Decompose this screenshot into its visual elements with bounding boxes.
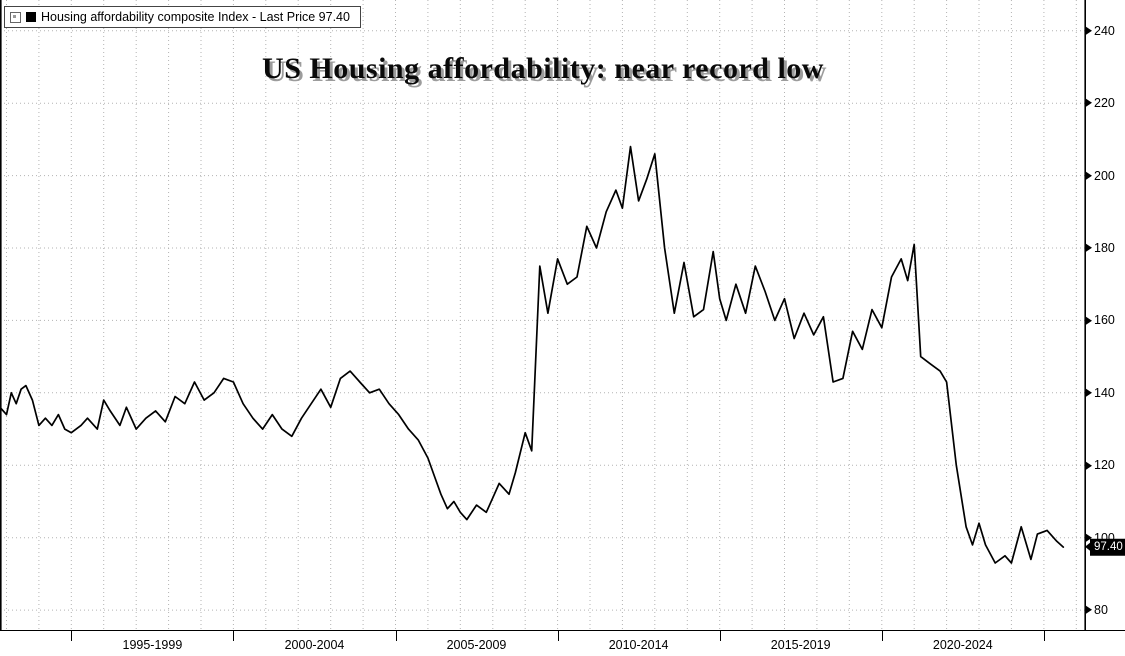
legend-label: Housing affordability composite Index - …	[41, 10, 350, 24]
tick-arrow-icon	[1086, 533, 1092, 542]
x-tick-label: 2010-2014	[608, 638, 669, 652]
tick-arrow-icon	[1086, 244, 1092, 253]
tick-arrow-icon	[1086, 26, 1092, 35]
last-price-badge: 97.40	[1090, 538, 1125, 556]
plot-svg	[0, 0, 1086, 630]
x-tick-label: 2020-2024	[932, 638, 993, 652]
tick-arrow-icon	[1086, 388, 1092, 397]
y-axis: 80 100 120 140 160 180 200 220 240	[1086, 0, 1125, 630]
legend-expand-icon[interactable]	[10, 11, 21, 23]
y-tick-label: 200	[1086, 169, 1115, 182]
legend-series-marker-icon	[26, 12, 36, 22]
y-tick-label: 240	[1086, 25, 1115, 38]
x-axis-tick	[1043, 631, 1045, 641]
series-line	[0, 145, 1065, 564]
x-axis-tick	[881, 631, 883, 641]
y-tick-label: 120	[1086, 459, 1115, 472]
y-tick-label: 80	[1086, 604, 1108, 617]
x-axis-tick	[71, 631, 73, 641]
y-tick-label: 160	[1086, 314, 1115, 327]
tick-arrow-icon	[1086, 171, 1092, 180]
x-tick-label: 2000-2004	[284, 638, 345, 652]
tick-arrow-icon	[1086, 461, 1092, 470]
x-axis-tick	[557, 631, 559, 641]
x-axis: 1995-1999 2000-2004 2005-2009 2010-2014 2015…	[0, 630, 1125, 656]
x-tick-label: 2005-2009	[446, 638, 507, 652]
x-tick-label: 2015-2019	[770, 638, 831, 652]
y-tick-label: 220	[1086, 97, 1115, 110]
x-tick-label: 1995-1999	[122, 638, 183, 652]
tick-arrow-icon	[1086, 606, 1092, 615]
plot-area	[0, 0, 1086, 630]
tick-arrow-icon	[1086, 99, 1092, 108]
x-axis-tick	[719, 631, 721, 641]
legend-box[interactable]: Housing affordability composite Index - …	[4, 6, 361, 28]
x-axis-tick	[395, 631, 397, 641]
y-tick-label: 140	[1086, 387, 1115, 400]
tick-arrow-icon	[1086, 316, 1092, 325]
x-axis-tick	[233, 631, 235, 641]
y-tick-label: 180	[1086, 242, 1115, 255]
